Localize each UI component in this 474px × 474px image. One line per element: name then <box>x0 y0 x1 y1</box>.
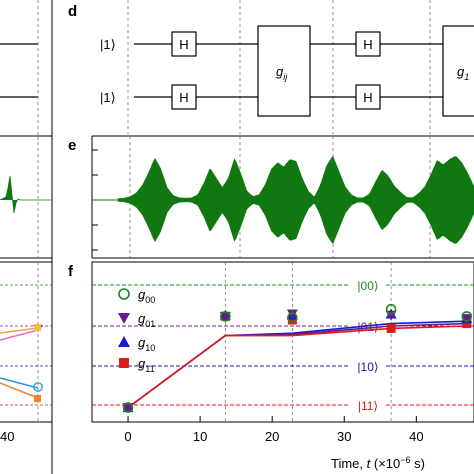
legend: g00 g01 g10 g11 <box>118 287 155 374</box>
hadamard-gate-3 <box>355 31 381 57</box>
gate-label-2: g1 <box>457 64 469 82</box>
data-point <box>386 323 396 333</box>
legend-label: g01 <box>138 311 155 329</box>
hadamard-label-2: H <box>179 90 188 105</box>
panel-f-chart: f |00⟩|01⟩|10⟩|11⟩ 0 10 20 30 40 g00g01g10g1… <box>68 261 474 471</box>
legend-label: g11 <box>138 356 155 374</box>
hadamard-label-1: H <box>179 37 188 52</box>
two-qubit-gate <box>257 25 311 117</box>
x-axis-label: Time, t (×10−6 s) <box>331 455 425 471</box>
waveform-envelope <box>117 155 474 245</box>
data-point <box>118 336 130 347</box>
data-point <box>118 313 130 324</box>
data-point <box>122 402 134 413</box>
hadamard-label-3: H <box>363 37 372 52</box>
measured-markers <box>122 303 473 414</box>
state-label: |11⟩ <box>358 399 378 413</box>
legend-entry: g00 <box>118 287 155 305</box>
legend-entry: g11 <box>119 356 155 374</box>
panel-label-d: d <box>68 3 77 20</box>
data-point <box>219 311 231 322</box>
simulation-lines <box>127 320 467 409</box>
x-tick-label: 0 <box>124 429 131 444</box>
qubit-label-bottom: |1⟩ <box>100 90 116 105</box>
state-label-bg <box>350 397 386 412</box>
legend-label: g00 <box>138 287 155 305</box>
gate-label: gij <box>276 64 288 82</box>
data-point <box>287 312 298 323</box>
two-qubit-gate-2 <box>442 25 474 117</box>
legend-entry: g10 <box>118 335 155 353</box>
state-label-bg <box>350 358 386 373</box>
left-waveform <box>0 175 52 214</box>
hadamard-gate-1 <box>171 31 197 57</box>
legend-entry: g01 <box>118 311 155 329</box>
panel-d-circuit: d |1⟩ |1⟩ H H gij H H g1 <box>68 0 474 134</box>
legend-label: g10 <box>138 335 155 353</box>
left-tick-label: 40 <box>0 429 14 444</box>
panel-label-e: e <box>68 137 76 154</box>
state-label: |00⟩ <box>357 279 378 293</box>
qubit-label-top: |1⟩ <box>100 37 116 52</box>
x-tick-label: 20 <box>265 429 279 444</box>
simulation-line <box>127 325 467 409</box>
hadamard-gate-2 <box>171 84 197 110</box>
data-point <box>385 303 397 315</box>
x-tick-label: 10 <box>193 429 207 444</box>
data-point <box>122 403 134 414</box>
data-point <box>286 309 298 320</box>
hadamard-label-4: H <box>363 90 372 105</box>
panel-label-f: f <box>68 263 74 280</box>
state-label: |10⟩ <box>357 360 378 374</box>
data-point <box>461 311 473 322</box>
waveform-trace <box>92 155 474 245</box>
data-point <box>287 315 297 325</box>
x-tick-label: 30 <box>337 429 351 444</box>
data-point <box>461 314 473 325</box>
state-label-bg <box>350 277 386 292</box>
data-point <box>118 288 130 300</box>
data-point <box>119 358 129 368</box>
data-point <box>220 311 231 322</box>
time-gridlines <box>224 262 392 422</box>
x-tick-label: 40 <box>409 429 423 444</box>
plot-frame <box>91 261 474 423</box>
hadamard-gate-4 <box>355 84 381 110</box>
x-axis-ticks: 0 10 20 30 40 <box>124 416 424 444</box>
left-panels: 40 <box>0 0 53 474</box>
panel-e-waveform: e <box>68 135 474 259</box>
